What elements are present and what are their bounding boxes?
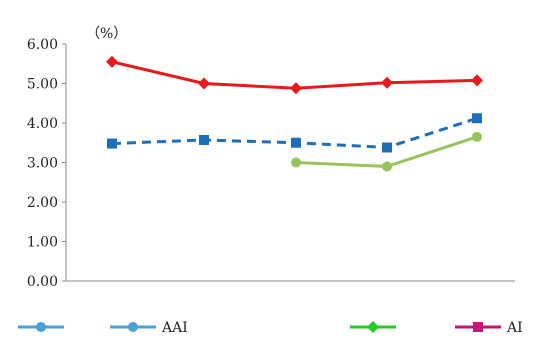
data-point-s2-0 [291, 157, 301, 168]
legend: AAI AI [18, 320, 523, 336]
data-point-s0-0 [106, 55, 118, 68]
data-point-s1-3 [382, 142, 392, 153]
legend-label-3: AI [506, 320, 523, 336]
legend-marker-3 [473, 322, 483, 332]
y-tick-label: 6.00 [27, 37, 58, 53]
legend-marker-0 [36, 322, 46, 332]
y-tick-label: 1.00 [27, 235, 58, 251]
y-tick-label: 4.00 [27, 116, 58, 132]
data-point-s1-1 [199, 134, 209, 145]
y-unit-label: （%） [86, 26, 127, 42]
data-point-s0-3 [381, 76, 393, 89]
legend-label-1: AAI [161, 320, 188, 336]
legend-marker-2 [367, 321, 379, 333]
y-tick-label: 5.00 [27, 77, 58, 93]
series-group [106, 55, 483, 172]
data-point-s0-1 [198, 77, 210, 90]
y-tick-label: 0.00 [27, 274, 58, 290]
y-tick-label: 3.00 [27, 156, 58, 172]
data-point-s0-2 [290, 82, 302, 95]
axes [65, 44, 515, 282]
data-point-s1-4 [472, 113, 482, 124]
data-point-s2-2 [472, 131, 482, 142]
data-point-s2-1 [382, 161, 392, 172]
data-point-s1-0 [107, 138, 117, 149]
data-point-s1-2 [291, 137, 301, 148]
legend-marker-1 [128, 322, 138, 332]
y-tick-label: 2.00 [27, 195, 58, 211]
data-point-s0-4 [471, 74, 483, 87]
y-axis-ticks: 0.00 1.00 2.00 3.00 4.00 5.00 6.00 [27, 37, 66, 290]
